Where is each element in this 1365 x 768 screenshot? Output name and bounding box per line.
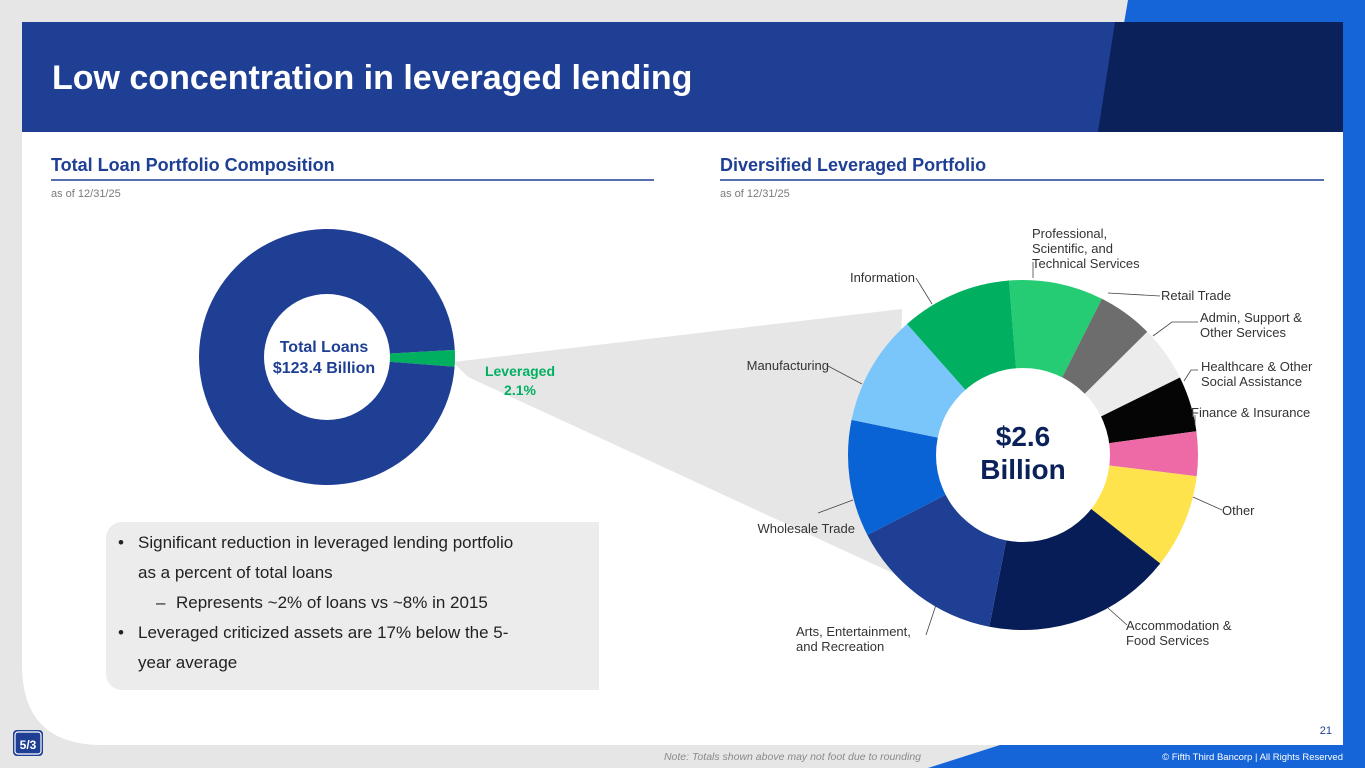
sub-bullet-item: – Represents ~2% of loans vs ~8% in 2015 [118,588,588,618]
segment-label-healthcare-other-social-assistance: Healthcare & Other Social Assistance [1201,359,1312,389]
bullet-text: Leveraged criticized assets are 17% belo… [138,623,509,642]
leveraged-portfolio-donut [847,279,1198,630]
leveraged-value: 2.1% [504,382,536,398]
leveraged-total-line2: Billion [980,454,1066,485]
segment-label-professional-scientific-and-technical-services: Professional, Scientific, and Technical Se… [1032,226,1140,271]
segment-label-accommodation-food-services: Accommodation & Food Services [1126,618,1232,648]
bullet-item: as a percent of total loans [118,558,588,588]
segment-label-line: Healthcare & Other [1201,359,1313,374]
logo-text: 5/3 [20,738,37,752]
total-loans-donut-hole [264,294,390,420]
bullet-marker: – [156,593,166,612]
segment-label-line: Retail Trade [1161,288,1232,303]
segment-label-line: Manufacturing [746,358,829,373]
leveraged-total-line1: $2.6 [996,421,1051,452]
bullet-item: • Significant reduction in leveraged lend… [118,528,588,558]
segment-label-line: Other [1222,503,1255,518]
segment-label-line: Wholesale Trade [757,521,855,536]
bullet-list: • Significant reduction in leveraged lend… [118,528,588,678]
page-title: Low concentration in leveraged lending [52,59,692,97]
segment-label-line: Scientific, and [1032,241,1113,256]
total-loans-value: $123.4 Billion [273,360,375,377]
footer-note: Note: Totals shown above may not foot du… [664,751,921,763]
segment-label-arts-entertainment-and-recreation: Arts, Entertainment, and Recreation [796,624,911,654]
leveraged-portfolio-donut-hole [936,368,1110,542]
fifth-third-logo: 5/3 [13,730,43,756]
leveraged-slice-finance-insurance [1023,431,1198,477]
leader-lines [817,262,1223,636]
bullet-text: Significant reduction in leveraged lendi… [138,533,514,552]
bullet-item: • Leveraged criticized assets are 17% bel… [118,618,588,648]
bullet-text: as a percent of total loans [138,563,333,582]
left-panel-asof: as of 12/31/25 [51,188,121,200]
total-loans-label: Total Loans [280,339,369,356]
bullet-item: year average [118,648,588,678]
segment-label-line: Other Services [1200,325,1286,340]
segment-label-line: Arts, Entertainment, [796,624,911,639]
page-number: 21 [1320,725,1332,737]
segment-label-finance-insurance: Finance & Insurance [1191,405,1310,420]
segment-label-line: Finance & Insurance [1191,405,1311,420]
bullet-panel [106,522,599,690]
segment-label-line: Technical Services [1032,256,1140,271]
segment-label-other: Other [1222,503,1255,518]
segment-label-line: Information [849,270,915,285]
total-loans-slice-leveraged [327,349,455,367]
segment-label-line: Professional, [1032,226,1108,241]
zoom-connector [453,309,902,574]
segment-label-line: Admin, Support & [1200,310,1302,325]
segment-label-retail-trade: Retail Trade [1161,288,1231,303]
segment-label-line: Accommodation & [1126,618,1232,633]
segment-label-information: Information [850,270,915,285]
leveraged-label: Leveraged [485,363,555,379]
header-dark-corner [1098,22,1343,132]
bullet-marker: • [118,533,124,552]
bullet-text: Represents ~2% of loans vs ~8% in 2015 [176,593,488,612]
left-panel-title: Total Loan Portfolio Composition [51,155,335,175]
footer-copyright: © Fifth Third Bancorp | All Rights Reser… [1162,752,1343,763]
segment-label-admin-support-other-services: Admin, Support & Other Services [1200,310,1302,340]
segment-label-manufacturing: Manufacturing [747,358,829,373]
segment-label-line: Social Assistance [1201,374,1303,389]
right-panel-asof: as of 12/31/25 [720,188,790,200]
segment-label-line: Food Services [1126,633,1210,648]
segment-label-wholesale-trade: Wholesale Trade [757,521,855,536]
segment-label-line: and Recreation [796,639,885,654]
bullet-text: year average [138,653,238,672]
bullet-marker: • [118,623,124,642]
right-panel-title: Diversified Leveraged Portfolio [720,155,986,175]
